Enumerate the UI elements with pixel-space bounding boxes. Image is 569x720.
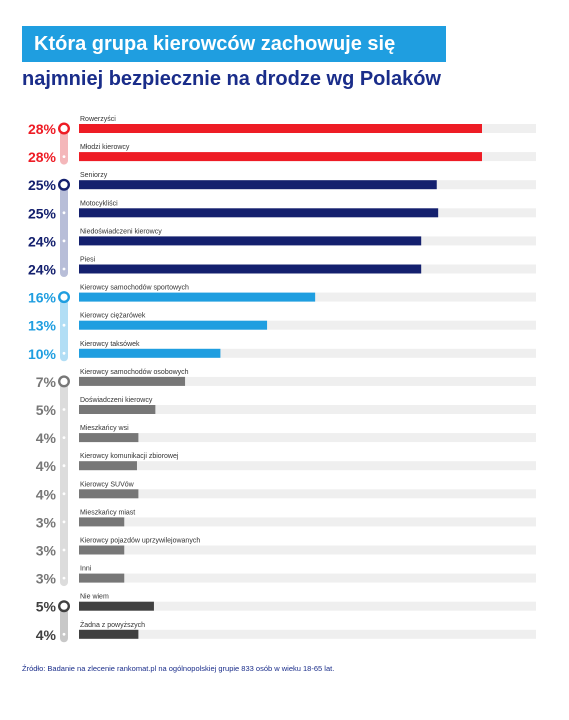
row-marker — [62, 211, 66, 215]
category-label: Seniorzy — [80, 172, 108, 179]
bar — [79, 208, 439, 218]
bar-track — [79, 601, 536, 611]
bar-track — [79, 461, 536, 471]
bar — [79, 348, 221, 358]
bar — [79, 376, 186, 386]
bar — [79, 320, 268, 330]
row-marker — [62, 436, 66, 439]
bar — [79, 517, 125, 527]
row-marker — [62, 408, 66, 411]
bar-track — [79, 405, 536, 414]
category-label: Piesi — [80, 257, 96, 264]
category-label: Inni — [80, 566, 92, 573]
bar — [79, 405, 156, 414]
category-label: Kierowcy samochodów sportowych — [80, 285, 189, 292]
value-label: 5% — [36, 599, 57, 615]
bar-track — [79, 629, 536, 639]
bar-track — [79, 376, 536, 386]
row-marker — [62, 520, 66, 524]
bar — [79, 264, 422, 274]
bar — [79, 180, 437, 190]
category-label: Motocykliści — [80, 200, 118, 207]
category-label: Nie wiem — [80, 594, 109, 601]
category-label: Mieszkańcy wsi — [80, 425, 129, 432]
bar-chart: Rowerzyści 28% Młodzi kierowcy 28% Seniorzy 2… — [28, 116, 536, 643]
value-label: 4% — [36, 627, 57, 643]
category-label: Młodzi kierowcy — [80, 144, 130, 151]
title-line-1: Która grupa kierowców zachowuje się — [22, 26, 446, 62]
group-marker — [58, 375, 71, 388]
row-marker — [62, 632, 66, 636]
row-marker — [62, 239, 66, 243]
category-label: Doświadczeni kierowcy — [80, 397, 153, 404]
bar-track — [79, 320, 536, 330]
source-note: Źródło: Badanie na zlecenie rankomat.pl … — [22, 664, 335, 673]
bar-track — [79, 517, 536, 527]
bar — [79, 489, 139, 499]
title-line-2: najmniej bezpiecznie na drodze wg Polakó… — [22, 68, 441, 90]
value-label: 4% — [36, 458, 57, 474]
category-label: Kierowcy taksówek — [80, 341, 140, 348]
row-marker — [62, 351, 66, 355]
category-label: Rowerzyści — [80, 116, 116, 123]
group-marker — [58, 122, 71, 135]
category-label: Żadna z powyższych — [80, 620, 145, 629]
value-label: 24% — [28, 262, 57, 278]
bar — [79, 629, 139, 639]
bar — [79, 545, 125, 555]
bar — [79, 461, 137, 471]
value-label: 28% — [28, 121, 57, 137]
bar-track — [79, 573, 536, 583]
bar — [79, 573, 125, 583]
bar-track — [79, 489, 536, 499]
value-label: 4% — [36, 486, 57, 502]
bar-track — [79, 545, 536, 555]
value-label: 24% — [28, 233, 57, 249]
value-label: 3% — [36, 514, 57, 530]
bar — [79, 433, 139, 443]
category-label: Kierowcy SUVów — [80, 481, 135, 488]
value-label: 13% — [28, 318, 57, 334]
value-label: 28% — [28, 149, 57, 165]
value-label: 25% — [28, 205, 57, 221]
value-label: 3% — [36, 571, 57, 587]
value-label: 16% — [28, 290, 57, 306]
category-label: Kierowcy samochodów osobowych — [80, 369, 189, 376]
bar-track — [79, 433, 536, 443]
value-label: 3% — [36, 543, 57, 559]
group-marker — [58, 600, 71, 613]
bar-track — [79, 348, 536, 358]
row-marker — [62, 323, 66, 327]
value-label: 25% — [28, 177, 57, 193]
bar — [79, 601, 154, 611]
category-label: Kierowcy ciężarówek — [80, 313, 146, 320]
row-marker — [62, 576, 66, 580]
category-label: Kierowcy komunikacji zbiorowej — [80, 453, 179, 460]
value-label: 7% — [36, 374, 57, 390]
row-marker — [62, 155, 66, 159]
value-label: 10% — [28, 346, 57, 362]
bar — [79, 236, 422, 246]
row-marker — [62, 548, 66, 552]
bar — [79, 152, 482, 162]
value-label: 5% — [36, 402, 57, 418]
group-marker — [58, 178, 71, 191]
group-marker — [58, 291, 71, 304]
bar — [79, 124, 482, 133]
category-label: Mieszkańcy miast — [80, 509, 135, 516]
category-label: Kierowcy pojazdów uprzywilejowanych — [80, 538, 200, 545]
row-marker — [62, 267, 66, 271]
category-label: Niedoświadczeni kierowcy — [80, 228, 162, 235]
row-marker — [62, 464, 66, 468]
value-label: 4% — [36, 430, 57, 446]
row-marker — [62, 492, 66, 496]
bar — [79, 292, 316, 302]
